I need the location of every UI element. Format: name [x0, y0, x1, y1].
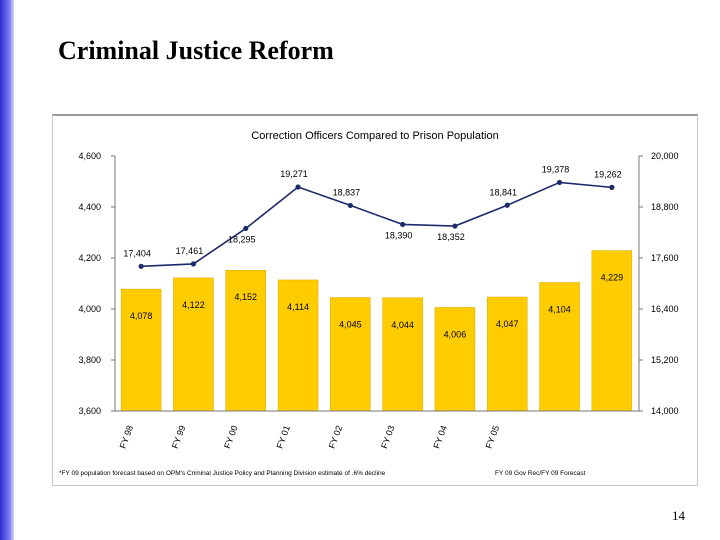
x-category-label: FY 01 — [274, 424, 292, 450]
chart-frame: Correction Officers Compared to Prison P… — [52, 114, 698, 486]
line-value-label: 17,404 — [123, 248, 151, 258]
line-value-label: 19,271 — [280, 169, 308, 179]
y-left-tick-label: 3,800 — [78, 355, 101, 365]
slide-side-bar — [0, 0, 14, 540]
line-point — [347, 202, 353, 209]
x-category-label: FY 00 — [222, 424, 240, 450]
line-value-label: 19,262 — [594, 169, 622, 179]
page-number: 14 — [672, 508, 685, 523]
line-point — [452, 223, 458, 229]
bar — [120, 288, 162, 412]
x-category-label: FY 99 — [170, 424, 188, 450]
combo-chart: Correction Officers Compared to Prison P… — [59, 130, 679, 477]
line-layer: 17,404 17,461 18,295 19,271 18,837 18,390 18,3… — [123, 164, 622, 269]
bar-value-label: 4,152 — [234, 292, 257, 302]
bar-value-label: 4,047 — [496, 319, 519, 329]
chart-title: Correction Officers Compared to Prison P… — [251, 130, 498, 142]
y-right-tick-label: 20,000 — [651, 151, 679, 161]
x-category-label: FY 05 — [484, 424, 502, 450]
line-value-label: 17,461 — [176, 246, 204, 256]
bar — [225, 269, 266, 412]
line-point — [138, 263, 144, 269]
bar-value-label: 4,122 — [182, 300, 205, 310]
line-value-label: 18,390 — [385, 230, 413, 240]
bar — [173, 277, 214, 412]
y-left-tick-label: 4,000 — [78, 304, 101, 314]
x-category-label: FY 04 — [431, 424, 449, 450]
bar — [434, 307, 476, 412]
chart-footnote-right: FY 09 Gov Rec/FY 09 Forecast — [495, 470, 586, 477]
bar-value-label: 4,229 — [601, 273, 624, 283]
bar-value-label: 4,044 — [391, 320, 414, 330]
bar-value-label: 4,006 — [444, 329, 467, 339]
y-right-tick-label: 17,600 — [651, 253, 679, 263]
y-right-tick-label: 14,000 — [651, 406, 679, 416]
y-left-tick-label: 4,200 — [78, 253, 101, 263]
x-category-label: FY 03 — [379, 424, 397, 450]
chart-footnote: *FY 09 population forecast based on OPM'… — [59, 470, 386, 477]
y-left-tick-label: 3,600 — [78, 406, 101, 416]
bar — [382, 297, 423, 412]
line-point — [190, 261, 197, 267]
line-point — [609, 184, 615, 190]
y-right-tick-label: 16,400 — [651, 304, 679, 314]
bars-layer: 4,078 4,122 4,152 4,114 4,045 4,044 4,006 4,047… — [120, 250, 633, 412]
y-left-tick-label: 4,400 — [78, 202, 101, 212]
bar — [487, 296, 528, 412]
line-point — [400, 221, 406, 228]
axis-layer: 3,600 3,800 4,000 4,200 4,400 4,600 14,000 15,2… — [78, 151, 678, 450]
x-category-label: FY 02 — [327, 424, 345, 450]
bar-value-label: 4,104 — [548, 304, 571, 314]
bar — [591, 250, 633, 412]
prison-population-line — [141, 181, 612, 268]
bar — [277, 279, 319, 412]
line-value-label: 18,837 — [333, 187, 361, 197]
x-category-label: FY 98 — [118, 424, 136, 450]
line-point — [243, 225, 249, 232]
y-left-tick-label: 4,600 — [78, 151, 101, 161]
line-point — [556, 179, 563, 186]
line-value-label: 19,378 — [542, 164, 570, 174]
bar-value-label: 4,045 — [339, 320, 362, 330]
y-right-tick-label: 18,800 — [651, 202, 679, 212]
bar — [330, 297, 371, 412]
line-point — [504, 202, 510, 208]
line-value-label: 18,295 — [228, 234, 256, 244]
bar — [539, 282, 580, 412]
line-value-label: 18,841 — [489, 187, 517, 197]
slide-title: Criminal Justice Reform — [58, 36, 334, 65]
bar-value-label: 4,114 — [287, 302, 309, 312]
line-point — [295, 184, 301, 190]
y-right-tick-label: 15,200 — [651, 355, 679, 365]
line-value-label: 18,352 — [437, 232, 465, 242]
bar-value-label: 4,078 — [130, 311, 153, 321]
